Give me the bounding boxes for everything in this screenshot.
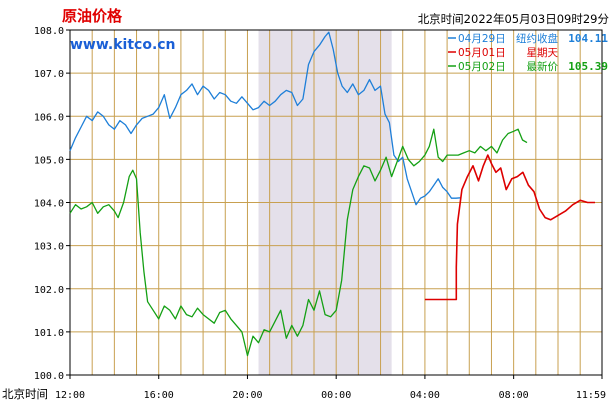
series-lines [69,31,595,357]
x-tick-label: 00:00 [321,390,351,401]
timestamp: 北京时间2022年05月03日09时29分 [418,12,610,26]
y-tick-label: 107.0 [34,69,64,80]
x-tick-label: 04:00 [410,390,440,401]
legend-value: 104.11 [568,32,608,45]
y-tick-label: 101.0 [34,328,64,339]
series-line-1 [424,154,595,301]
y-axis: 100.0 101.0 102.0 103.0 104.0 105.0 106.0 107.0… [34,26,70,382]
series-line-2 [69,128,528,357]
chart-title: 原油价格 [62,7,123,25]
y-tick-label: 100.0 [34,371,64,382]
y-tick-label: 105.0 [34,155,64,166]
x-tick-label: 12:00 [55,390,85,401]
site-name: www.kitco.cn [70,37,176,53]
legend-date: 04月29日 [458,33,506,45]
x-tick-label: 08:00 [499,390,529,401]
legend-label: 最新价 [527,60,559,73]
x-tick-label: 20:00 [232,390,262,401]
legend-label: 纽约收盘 [516,32,558,45]
legend-value: 105.39 [568,60,608,73]
y-tick-label: 106.0 [34,112,64,123]
legend-date: 05月01日 [458,47,506,59]
y-tick-label: 104.0 [34,199,64,210]
x-tick-label: 11:59 [576,390,606,401]
legend-date: 05月02日 [458,61,506,73]
y-tick-label: 108.0 [34,26,64,37]
y-tick-label: 102.0 [34,285,64,296]
legend: 04月29日 纽约收盘 104.11 05月01日 星期天 05月02日 最新价 105.39 [448,32,608,73]
x-axis-label: 北京时间 [2,387,48,401]
x-tick-label: 16:00 [144,390,174,401]
series-line-0 [69,31,461,206]
legend-label: 星期天 [527,47,559,59]
x-axis: 北京时间 12:00 16:00 20:00 00:00 04:00 08:00 11:59 [2,375,606,401]
y-tick-label: 103.0 [34,242,64,253]
